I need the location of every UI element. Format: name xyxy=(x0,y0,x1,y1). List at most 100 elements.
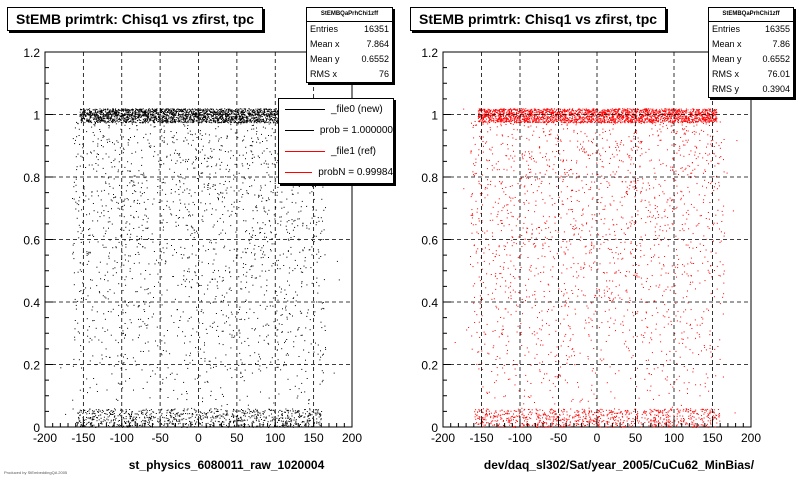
data-point xyxy=(316,421,318,423)
data-point xyxy=(263,111,265,113)
data-point xyxy=(230,118,232,120)
data-point xyxy=(253,118,254,120)
data-point xyxy=(230,111,232,113)
data-point xyxy=(215,253,217,255)
data-point xyxy=(190,417,192,419)
data-point xyxy=(270,119,272,121)
data-point xyxy=(174,119,176,121)
data-point xyxy=(171,409,173,410)
data-point xyxy=(92,412,94,414)
data-point xyxy=(99,116,101,118)
data-point xyxy=(262,253,264,255)
data-point xyxy=(86,253,88,255)
data-point xyxy=(213,118,215,120)
data-point xyxy=(226,321,227,323)
data-point xyxy=(182,118,184,119)
data-point xyxy=(251,411,253,413)
data-point xyxy=(153,126,155,128)
data-point xyxy=(197,351,199,353)
data-point xyxy=(320,350,321,352)
data-point xyxy=(274,410,276,412)
data-point xyxy=(241,196,243,198)
data-point xyxy=(252,109,254,111)
data-point xyxy=(254,121,255,123)
data-point xyxy=(132,115,134,117)
data-point xyxy=(237,417,239,419)
data-point xyxy=(246,419,248,421)
data-point xyxy=(196,418,198,420)
data-point xyxy=(105,173,107,175)
data-point xyxy=(113,197,115,199)
data-point xyxy=(308,418,310,419)
data-point xyxy=(239,332,241,334)
data-point xyxy=(224,121,226,123)
data-point xyxy=(215,118,217,120)
data-point xyxy=(309,414,311,416)
data-point xyxy=(247,117,249,119)
data-point xyxy=(256,141,258,143)
data-point xyxy=(103,135,105,137)
data-point xyxy=(302,249,304,251)
data-point xyxy=(176,252,177,254)
data-point xyxy=(184,189,186,191)
data-point xyxy=(172,423,174,425)
data-point xyxy=(300,391,302,393)
data-point xyxy=(150,116,152,118)
data-point xyxy=(279,201,281,203)
data-point xyxy=(243,419,245,421)
data-point xyxy=(89,418,91,420)
data-point xyxy=(244,248,246,250)
data-point xyxy=(214,110,216,112)
data-point xyxy=(158,281,160,283)
data-point xyxy=(202,145,204,147)
data-point xyxy=(153,411,155,413)
data-point xyxy=(92,114,93,116)
data-point xyxy=(154,126,156,128)
data-point xyxy=(230,311,232,313)
data-point xyxy=(154,286,155,287)
data-point xyxy=(233,178,235,180)
data-point xyxy=(93,109,95,111)
data-point xyxy=(302,250,304,252)
data-point xyxy=(233,110,235,112)
data-point xyxy=(192,227,194,229)
data-point xyxy=(142,122,144,124)
data-point xyxy=(195,274,197,276)
data-point xyxy=(109,118,111,119)
data-point xyxy=(94,110,96,111)
data-point xyxy=(135,211,137,212)
data-point xyxy=(133,201,135,203)
data-point xyxy=(304,391,306,393)
data-point xyxy=(174,425,176,427)
data-point xyxy=(103,246,105,248)
data-point xyxy=(88,108,90,110)
data-point xyxy=(251,275,253,277)
data-point xyxy=(145,117,147,119)
data-point xyxy=(116,112,118,114)
data-point xyxy=(315,186,316,188)
data-point xyxy=(125,244,127,245)
data-point xyxy=(308,399,310,401)
data-point xyxy=(197,114,199,116)
data-point xyxy=(129,409,131,410)
data-point xyxy=(158,119,160,121)
data-point xyxy=(115,112,117,114)
data-point xyxy=(97,164,99,166)
data-point xyxy=(169,118,171,120)
data-point xyxy=(122,108,124,110)
data-point xyxy=(88,260,90,262)
data-point xyxy=(300,268,302,270)
data-point xyxy=(204,154,206,156)
data-point xyxy=(102,420,104,422)
data-point xyxy=(153,110,155,112)
data-point xyxy=(264,127,266,129)
data-point xyxy=(177,110,179,112)
data-point xyxy=(90,121,92,123)
data-point xyxy=(129,319,131,321)
data-point xyxy=(226,109,228,110)
data-point xyxy=(218,140,219,142)
data-point xyxy=(208,360,210,362)
data-point xyxy=(132,193,134,194)
data-point xyxy=(128,117,130,119)
data-point xyxy=(263,294,265,296)
